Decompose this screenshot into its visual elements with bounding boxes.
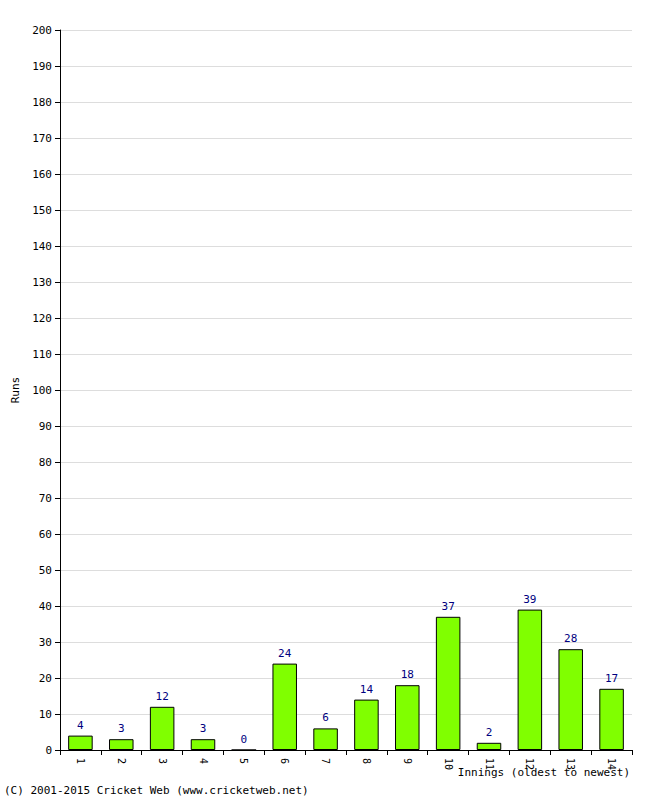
- svg-text:80: 80: [39, 456, 52, 469]
- svg-text:12: 12: [524, 758, 535, 770]
- svg-text:14: 14: [360, 683, 374, 696]
- svg-text:8: 8: [361, 758, 372, 764]
- svg-text:120: 120: [32, 312, 52, 325]
- svg-text:39: 39: [523, 593, 536, 606]
- svg-text:140: 140: [32, 240, 52, 253]
- svg-text:130: 130: [32, 276, 52, 289]
- svg-text:180: 180: [32, 96, 52, 109]
- svg-text:10: 10: [39, 708, 52, 721]
- svg-text:Innings (oldest to newest): Innings (oldest to newest): [457, 766, 630, 779]
- svg-text:2: 2: [486, 726, 493, 739]
- svg-text:110: 110: [32, 348, 52, 361]
- svg-text:24: 24: [278, 647, 292, 660]
- svg-text:90: 90: [39, 420, 52, 433]
- svg-text:9: 9: [402, 758, 413, 764]
- svg-text:3: 3: [118, 722, 125, 735]
- svg-text:50: 50: [39, 564, 52, 577]
- svg-text:37: 37: [442, 600, 455, 613]
- svg-text:2: 2: [116, 758, 127, 764]
- svg-text:100: 100: [32, 384, 52, 397]
- svg-text:14: 14: [606, 758, 617, 770]
- svg-text:13: 13: [565, 758, 576, 770]
- svg-text:4: 4: [77, 719, 84, 732]
- svg-text:70: 70: [39, 492, 52, 505]
- svg-text:6: 6: [322, 711, 329, 724]
- svg-text:6: 6: [279, 758, 290, 764]
- svg-text:18: 18: [401, 668, 414, 681]
- svg-text:1: 1: [75, 758, 86, 764]
- svg-text:7: 7: [320, 758, 331, 764]
- svg-text:Runs: Runs: [9, 377, 22, 404]
- svg-text:160: 160: [32, 168, 52, 181]
- svg-text:0: 0: [241, 733, 248, 746]
- svg-text:60: 60: [39, 528, 52, 541]
- svg-text:4: 4: [198, 758, 209, 764]
- svg-text:(C) 2001-2015 Cricket Web (www: (C) 2001-2015 Cricket Web (www.cricketwe…: [4, 784, 309, 797]
- svg-text:20: 20: [39, 672, 52, 685]
- svg-text:0: 0: [45, 744, 52, 757]
- svg-text:40: 40: [39, 600, 52, 613]
- svg-text:3: 3: [157, 758, 168, 764]
- svg-text:170: 170: [32, 132, 52, 145]
- svg-text:5: 5: [238, 758, 249, 764]
- svg-text:28: 28: [564, 632, 577, 645]
- svg-text:10: 10: [443, 758, 454, 770]
- svg-text:190: 190: [32, 60, 52, 73]
- svg-text:11: 11: [484, 758, 495, 770]
- svg-text:30: 30: [39, 636, 52, 649]
- svg-text:12: 12: [156, 690, 169, 703]
- svg-text:3: 3: [200, 722, 207, 735]
- svg-text:150: 150: [32, 204, 52, 217]
- svg-text:200: 200: [32, 24, 52, 37]
- svg-text:17: 17: [605, 672, 618, 685]
